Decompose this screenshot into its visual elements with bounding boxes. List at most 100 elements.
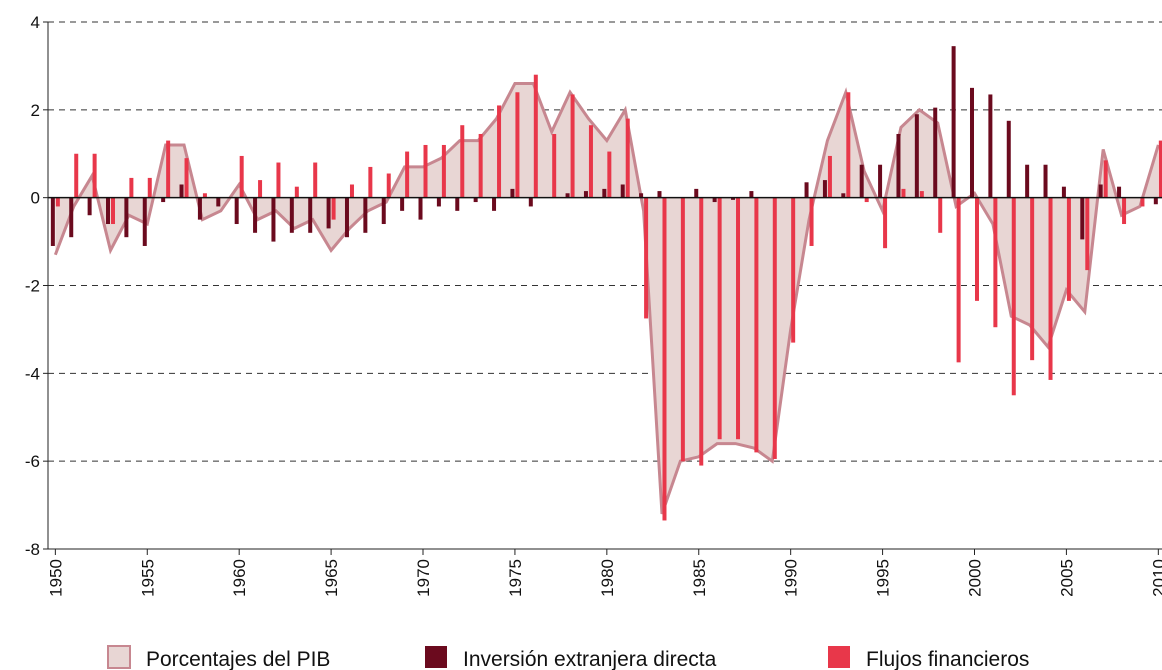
bar bbox=[289, 197, 294, 233]
bar bbox=[1153, 197, 1158, 205]
bar bbox=[405, 151, 410, 198]
bar bbox=[570, 94, 575, 198]
bar bbox=[92, 153, 97, 198]
bar bbox=[883, 197, 888, 249]
x-tick-label: 1995 bbox=[874, 559, 893, 597]
bar bbox=[124, 197, 129, 238]
bar bbox=[111, 197, 116, 225]
bar bbox=[956, 197, 961, 363]
x-tick-label: 2000 bbox=[965, 559, 984, 597]
legend-swatch bbox=[107, 645, 131, 669]
bar bbox=[1098, 184, 1103, 198]
bar bbox=[1066, 197, 1071, 301]
bar bbox=[754, 197, 759, 453]
bar bbox=[202, 193, 207, 198]
bar bbox=[381, 197, 386, 225]
bar bbox=[620, 184, 625, 198]
bar bbox=[166, 140, 171, 198]
bar bbox=[331, 197, 336, 220]
bar bbox=[533, 74, 538, 198]
bar bbox=[161, 197, 166, 203]
x-tick-label: 1975 bbox=[506, 559, 525, 597]
bar bbox=[313, 162, 318, 198]
y-tick-label: -4 bbox=[25, 364, 40, 383]
bar bbox=[344, 197, 349, 238]
bar bbox=[74, 153, 79, 198]
bar bbox=[363, 197, 368, 233]
bar bbox=[258, 180, 263, 198]
bar bbox=[184, 158, 189, 198]
bar bbox=[473, 197, 478, 203]
bar bbox=[492, 197, 497, 211]
bar bbox=[1061, 186, 1066, 198]
bar bbox=[147, 177, 152, 198]
bar bbox=[1048, 197, 1053, 380]
bar bbox=[455, 197, 460, 211]
bar bbox=[216, 197, 221, 207]
bar bbox=[1043, 164, 1048, 198]
y-tick-label: -6 bbox=[25, 452, 40, 471]
bar bbox=[510, 188, 515, 198]
bar bbox=[717, 197, 722, 440]
bar bbox=[864, 197, 869, 203]
bar bbox=[583, 191, 588, 198]
bar bbox=[607, 151, 612, 198]
x-tick-label: 1950 bbox=[46, 559, 65, 597]
bar bbox=[197, 197, 202, 220]
bar bbox=[951, 46, 956, 198]
bar bbox=[142, 197, 147, 246]
bar bbox=[1011, 197, 1016, 396]
bar bbox=[644, 197, 649, 319]
bar bbox=[699, 197, 704, 466]
bar bbox=[974, 197, 979, 301]
bar bbox=[460, 125, 465, 198]
bar bbox=[106, 197, 111, 225]
bar bbox=[846, 92, 851, 198]
bar bbox=[253, 197, 258, 233]
x-tick-label: 1955 bbox=[138, 559, 157, 597]
bar bbox=[478, 133, 483, 198]
bar bbox=[400, 197, 405, 211]
bar bbox=[1158, 140, 1162, 198]
bar bbox=[657, 191, 662, 198]
bar bbox=[234, 197, 239, 225]
bar bbox=[933, 107, 938, 198]
x-tick-label: 1980 bbox=[598, 559, 617, 597]
bar bbox=[822, 180, 827, 198]
bar bbox=[497, 105, 502, 198]
bar bbox=[1080, 197, 1085, 240]
bar bbox=[50, 197, 55, 246]
bar bbox=[552, 133, 557, 198]
x-tick-label: 2010 bbox=[1149, 559, 1162, 597]
y-tick-label: 4 bbox=[31, 13, 40, 32]
bar bbox=[602, 188, 607, 198]
bar bbox=[694, 188, 699, 198]
bar bbox=[1122, 197, 1127, 225]
legend-swatch bbox=[828, 646, 850, 668]
bar bbox=[179, 184, 184, 198]
bar bbox=[1140, 197, 1145, 207]
bar bbox=[639, 193, 644, 198]
x-tick-label: 1970 bbox=[414, 559, 433, 597]
bar bbox=[271, 197, 276, 242]
bar bbox=[988, 94, 993, 198]
bar bbox=[1006, 120, 1011, 198]
bar bbox=[423, 144, 428, 198]
bar bbox=[55, 197, 60, 207]
legend-swatch bbox=[425, 646, 447, 668]
area-line bbox=[53, 81, 1160, 515]
bar bbox=[712, 197, 717, 203]
bar bbox=[859, 164, 864, 198]
legend-label: Porcentajes del PIB bbox=[146, 648, 330, 670]
bar bbox=[326, 197, 331, 229]
bar bbox=[749, 191, 754, 198]
y-tick-label: 2 bbox=[31, 101, 40, 120]
area bbox=[55, 83, 1159, 514]
bar bbox=[1085, 197, 1090, 271]
bar bbox=[736, 197, 741, 440]
bar bbox=[129, 177, 134, 198]
bar bbox=[1030, 197, 1035, 361]
bar bbox=[772, 197, 777, 459]
bar bbox=[1103, 160, 1108, 198]
